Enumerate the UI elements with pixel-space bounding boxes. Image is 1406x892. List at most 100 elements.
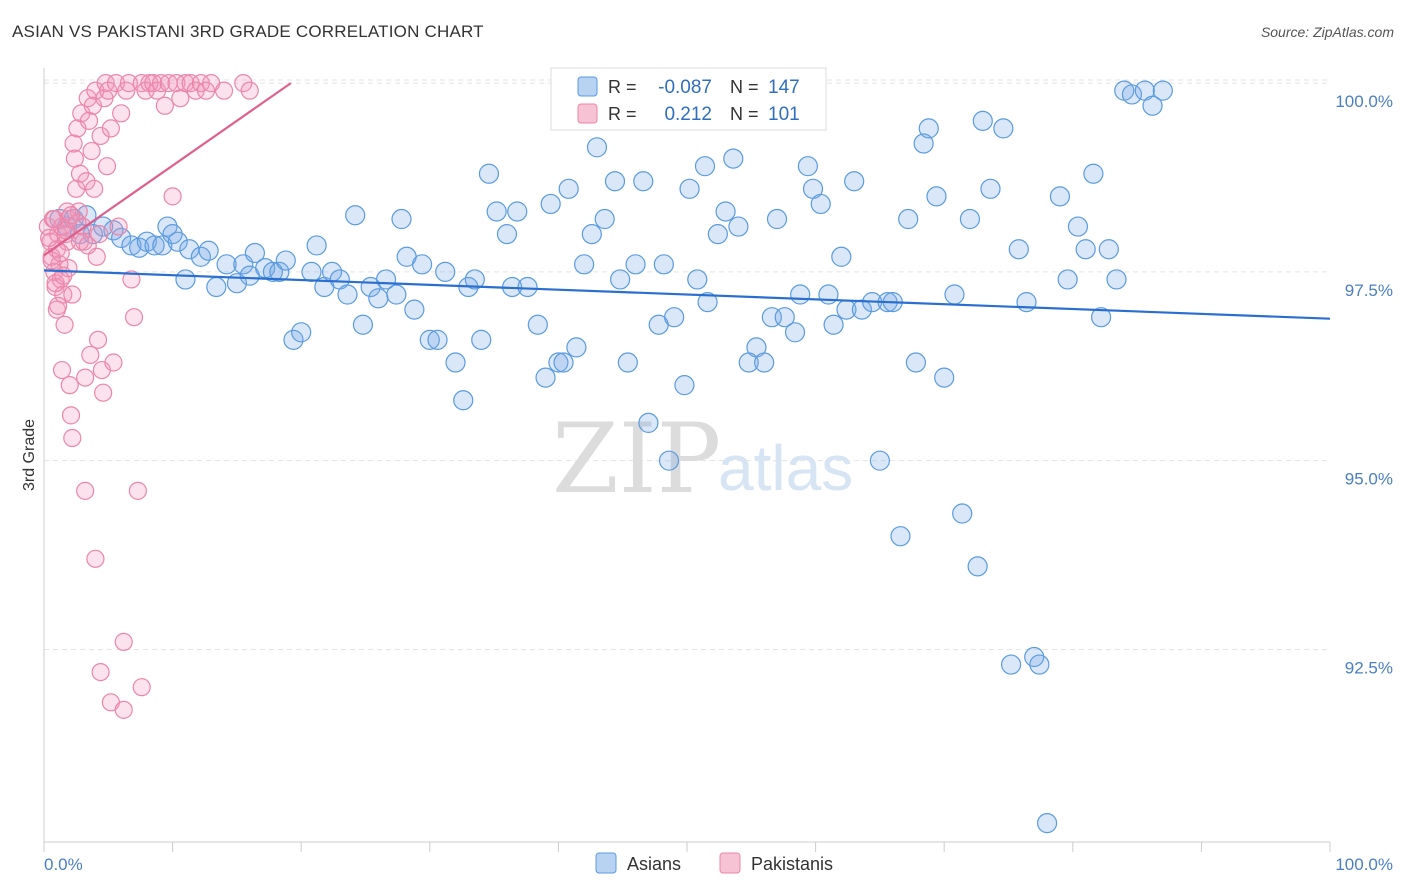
pakistani-point [65,149,84,168]
pakistani-point [76,481,95,500]
pakistani-point [67,179,86,198]
pakistani-point [61,206,81,225]
asian-point [1075,239,1096,260]
asian-point [625,254,646,275]
asian-point [262,261,284,282]
asian-point [934,367,955,388]
pakistani-point [114,700,133,719]
asian-point [1083,163,1104,184]
asian-point [869,450,891,471]
pakistani-point [171,89,190,108]
asian-point [723,148,744,169]
pakistani-point [59,259,78,278]
pakistani-point [90,225,109,244]
asian-point [754,352,775,373]
asian-point [1000,654,1022,675]
asian-point [167,231,188,252]
watermark-atlas: atlas [718,432,853,504]
pakistani-point [79,111,99,130]
pakistani-point [163,187,182,206]
pakistani-point [82,141,101,161]
asian-point [535,367,556,388]
pakistani-point [155,96,174,115]
pakistani-point [91,662,110,682]
legend-n-label-pakistanis: N = [730,104,759,124]
asian-point [464,269,485,290]
asian-point [658,450,680,471]
asian-point [697,291,718,313]
asian-point [926,186,947,207]
asian-point [386,284,407,305]
asian-point [1049,186,1071,207]
asian-point [368,288,389,309]
asian-point [152,235,173,256]
legend-n-value-pakistanis: 101 [768,104,800,125]
pakistani-point [132,678,151,697]
asian-point [1008,239,1029,260]
x-tick-label: 100.0% [1335,855,1393,874]
asian-point [823,314,844,335]
pakistani-point [63,285,82,304]
asian-point [553,352,574,373]
y-tick-label: 95.0% [1345,470,1393,489]
pakistani-point [63,428,82,448]
asian-point [1057,269,1078,290]
bottom-legend-label-pakistanis: Pakistanis [751,854,833,874]
asian-point [507,201,528,222]
asian-point [653,254,674,275]
x-tick-label: 0.0% [44,855,83,874]
asian-point [527,314,548,335]
asian-point [604,171,626,192]
asian-point [1098,239,1119,260]
pakistani-point [77,172,96,191]
asian-point [898,208,919,230]
asian-point [967,556,988,577]
bottom-legend-swatch-pakistanis [719,852,741,874]
asian-point [1152,80,1173,101]
asian-point [581,224,602,245]
asian-point [610,269,631,290]
asian-point [301,261,322,282]
asian-point [1142,95,1163,116]
asian-point [419,329,440,350]
asian-point [496,224,518,245]
legend-swatch-pakistanis [577,103,598,124]
pakistani-point [109,217,128,236]
pakistani-point [240,81,259,100]
asian-point [1029,654,1050,675]
asian-point [478,163,500,184]
asian-point [1090,307,1112,328]
asian-point [980,178,1001,199]
asian-point [993,118,1014,139]
asian-point [206,276,227,298]
asian-trend-line [43,269,1331,320]
pakistani-point [70,164,90,183]
asian-point [1036,813,1058,834]
pakistani-point [214,81,234,100]
asian-point [918,118,939,139]
asian-point [810,193,831,215]
watermark-zip: ZIP [552,403,721,515]
asian-point [404,299,425,320]
pakistani-point [55,315,74,334]
asian-point [664,307,685,328]
pakistani-point [61,406,81,425]
asian-point [844,171,865,192]
asian-point [216,254,237,275]
pakistani-point [119,74,138,93]
pakistani-point [40,228,59,248]
asian-point [594,208,615,230]
pakistani-point [46,274,65,293]
legend-box: R = -0.087 N = 147 R = 0.212 N = 101 [550,67,827,131]
bottom-legend: Asians Pakistanis [595,852,833,874]
chart-title: ASIAN VS PAKISTANI 3RD GRADE CORRELATION… [12,22,484,41]
asian-point [435,261,456,282]
asian-point [687,269,708,290]
asian-point [905,352,927,373]
pakistani-point [176,74,195,93]
pakistani-point [76,368,95,387]
pakistani-point [122,270,141,289]
asian-point [486,201,507,222]
pakistani-point [97,157,117,176]
legend-r-label-pakistanis: R = [608,104,637,124]
